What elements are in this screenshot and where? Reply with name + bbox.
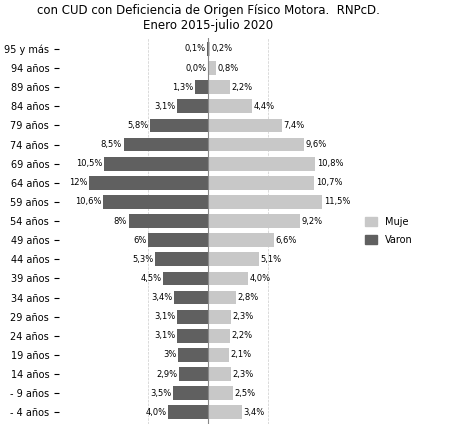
Bar [208, 157, 316, 171]
Text: 3%: 3% [164, 351, 177, 360]
Bar [208, 176, 314, 190]
Bar [208, 138, 303, 152]
Text: 8%: 8% [114, 217, 127, 226]
Text: 10,8%: 10,8% [317, 159, 344, 168]
Text: 2,3%: 2,3% [232, 370, 254, 379]
Text: 3,4%: 3,4% [152, 293, 173, 302]
Text: 8,5%: 8,5% [101, 140, 122, 149]
Bar [179, 367, 208, 381]
Text: 0,2%: 0,2% [211, 45, 233, 54]
Text: 5,8%: 5,8% [128, 121, 149, 130]
Bar [173, 386, 208, 400]
Text: 2,1%: 2,1% [230, 351, 252, 360]
Bar [208, 348, 229, 362]
Text: 12%: 12% [69, 178, 87, 187]
Text: 5,3%: 5,3% [133, 255, 154, 264]
Text: 3,5%: 3,5% [151, 389, 172, 398]
Text: 9,2%: 9,2% [301, 217, 322, 226]
Text: 6,6%: 6,6% [275, 236, 297, 245]
Text: 4,0%: 4,0% [146, 408, 167, 417]
Bar [208, 253, 259, 266]
Title: con CUD con Deficiencia de Origen Físico Motora.  RNPcD.
Enero 2015-julio 2020: con CUD con Deficiencia de Origen Físico… [36, 4, 380, 32]
Bar [155, 253, 208, 266]
Text: 2,5%: 2,5% [235, 389, 255, 398]
Bar [177, 310, 208, 324]
Bar [148, 233, 208, 247]
Bar [208, 272, 248, 285]
Bar [89, 176, 208, 190]
Text: 0,8%: 0,8% [218, 64, 239, 73]
Text: 4,5%: 4,5% [141, 274, 162, 283]
Text: 3,1%: 3,1% [155, 102, 176, 111]
Legend: Muje, Varon: Muje, Varon [365, 217, 412, 244]
Text: 4,4%: 4,4% [253, 102, 274, 111]
Bar [177, 329, 208, 343]
Bar [208, 386, 233, 400]
Text: 0,0%: 0,0% [185, 64, 207, 73]
Bar [208, 329, 230, 343]
Text: 10,6%: 10,6% [74, 197, 101, 206]
Bar [208, 99, 252, 113]
Bar [177, 99, 208, 113]
Bar [208, 233, 273, 247]
Text: 6%: 6% [134, 236, 147, 245]
Bar [208, 367, 231, 381]
Bar [195, 80, 208, 94]
Bar [103, 195, 208, 209]
Bar [208, 80, 230, 94]
Text: 11,5%: 11,5% [324, 197, 350, 206]
Bar [208, 291, 236, 304]
Bar [164, 272, 208, 285]
Text: 9,6%: 9,6% [305, 140, 326, 149]
Bar [208, 310, 231, 324]
Bar [208, 119, 282, 132]
Text: 5,1%: 5,1% [260, 255, 282, 264]
Text: 4,0%: 4,0% [249, 274, 271, 283]
Text: 3,1%: 3,1% [155, 331, 176, 340]
Bar [207, 42, 208, 56]
Text: 10,5%: 10,5% [76, 159, 102, 168]
Text: 2,2%: 2,2% [231, 331, 253, 340]
Bar [128, 214, 208, 228]
Text: 0,1%: 0,1% [184, 45, 206, 54]
Bar [124, 138, 208, 152]
Text: 10,7%: 10,7% [316, 178, 342, 187]
Text: 7,4%: 7,4% [283, 121, 304, 130]
Bar [208, 61, 216, 75]
Text: 2,8%: 2,8% [237, 293, 259, 302]
Bar [208, 214, 300, 228]
Text: 3,4%: 3,4% [243, 408, 264, 417]
Bar [104, 157, 208, 171]
Bar [208, 42, 210, 56]
Bar [150, 119, 208, 132]
Text: 2,2%: 2,2% [231, 83, 253, 92]
Bar [208, 405, 242, 419]
Bar [178, 348, 208, 362]
Bar [168, 405, 208, 419]
Text: 2,3%: 2,3% [232, 312, 254, 321]
Text: 1,3%: 1,3% [173, 83, 194, 92]
Bar [208, 195, 322, 209]
Bar [174, 291, 208, 304]
Text: 2,9%: 2,9% [156, 370, 178, 379]
Text: 3,1%: 3,1% [155, 312, 176, 321]
